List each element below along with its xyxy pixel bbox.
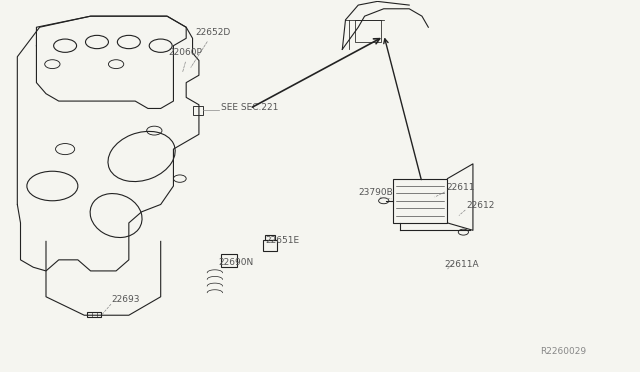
Text: 22652D: 22652D (191, 28, 231, 67)
Text: 22690N: 22690N (218, 259, 253, 267)
Bar (355, 20, 381, 42)
Text: R2260029: R2260029 (540, 347, 586, 356)
Text: 22693: 22693 (111, 295, 140, 304)
Text: 22060P: 22060P (168, 48, 202, 57)
Bar (394, 179, 447, 223)
Text: 23790B: 23790B (358, 188, 393, 197)
Text: SEE SEC.221: SEE SEC.221 (221, 103, 278, 112)
Text: 22611: 22611 (446, 183, 475, 192)
Text: 22651E: 22651E (266, 236, 300, 245)
Bar (221, 254, 237, 267)
Bar (262, 240, 276, 251)
Bar (193, 106, 203, 115)
Bar (264, 235, 275, 240)
Text: 22612: 22612 (467, 201, 495, 210)
Text: 22611A: 22611A (444, 260, 479, 269)
Bar (88, 312, 101, 317)
